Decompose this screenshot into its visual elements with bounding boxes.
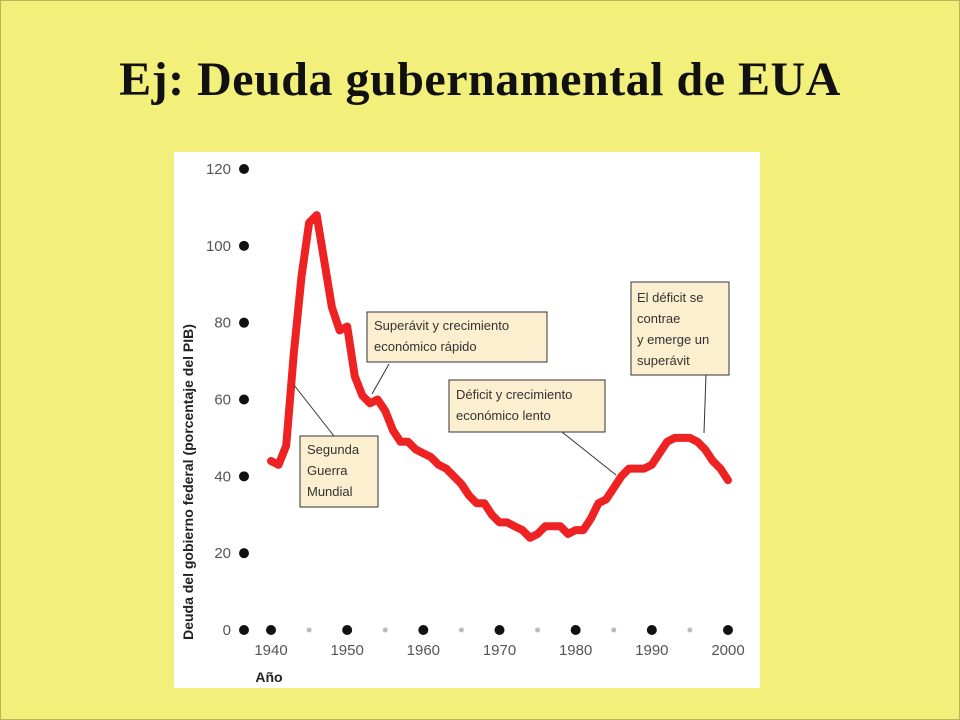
x-minor-dot xyxy=(458,627,464,633)
x-tick-dot xyxy=(723,625,733,635)
y-tick-dot xyxy=(239,317,249,328)
note-line: Superávit y crecimiento xyxy=(374,318,509,333)
note-deficit-contracts: El déficit se contrae y emerge un superávit xyxy=(630,281,730,376)
y-tick-label: 40 xyxy=(214,468,231,485)
note-line: económico rápido xyxy=(374,339,477,354)
x-tick-labels: 1940 1950 1960 1970 1980 1990 2000 xyxy=(254,642,744,659)
x-tick-dot xyxy=(570,625,581,635)
axis-dots xyxy=(239,164,733,635)
x-tick-dot xyxy=(266,625,276,635)
slide-title: Ej: Deuda gubernamental de EUA xyxy=(119,53,841,106)
y-tick-dot xyxy=(239,471,249,482)
y-tick-labels: 0 20 40 60 80 100 120 xyxy=(206,161,231,639)
chart-panel: 0 20 40 60 80 100 120 1940 1950 1960 1970 1980 1990… xyxy=(174,152,760,688)
note-wwii: Segunda Guerra Mundial xyxy=(299,435,379,508)
y-tick-label: 100 xyxy=(206,238,231,255)
y-tick-dot xyxy=(239,240,249,251)
x-tick-label: 1970 xyxy=(483,642,516,659)
leader-surplus-growth xyxy=(371,363,390,395)
x-tick-label: 1960 xyxy=(407,642,440,659)
x-minor-dot xyxy=(535,627,541,633)
x-tick-label: 1990 xyxy=(635,642,668,659)
y-axis-title: Deuda del gobierno federal (porcentaje d… xyxy=(180,324,196,640)
x-minor-dot xyxy=(382,627,388,633)
debt-line-chart: 0 20 40 60 80 100 120 1940 1950 1960 1970 1980 1990… xyxy=(180,161,745,685)
x-tick-dot xyxy=(494,625,505,635)
x-tick-dot xyxy=(342,625,353,635)
y-tick-dot xyxy=(239,625,249,635)
x-minor-dot xyxy=(611,627,617,633)
note-line: El déficit se xyxy=(637,290,703,305)
y-tick-label: 120 xyxy=(206,161,231,178)
y-tick-dot xyxy=(239,394,249,405)
note-deficit-slow: Déficit y crecimiento económico lento xyxy=(448,379,606,433)
x-tick-label: 1950 xyxy=(330,642,363,659)
x-minor-dot xyxy=(306,627,312,633)
note-line: superávit xyxy=(637,353,690,368)
x-tick-dot xyxy=(418,625,429,635)
x-minor-dot xyxy=(687,627,693,633)
note-line: Mundial xyxy=(307,484,353,499)
note-line: Segunda xyxy=(307,442,360,457)
y-tick-label: 60 xyxy=(214,392,231,409)
leader-wwii xyxy=(293,384,342,446)
x-axis-title: Año xyxy=(255,669,282,685)
y-tick-dot xyxy=(239,548,249,559)
x-tick-label: 1940 xyxy=(254,642,287,659)
debt-series-line xyxy=(267,211,732,542)
note-surplus-growth: Superávit y crecimiento económico rápido xyxy=(366,311,548,363)
y-tick-dot xyxy=(239,164,249,174)
leader-deficit-contracts xyxy=(703,373,707,434)
note-line: y emerge un xyxy=(637,332,709,347)
y-tick-label: 0 xyxy=(223,622,231,639)
y-tick-label: 20 xyxy=(214,545,231,562)
x-tick-label: 1980 xyxy=(559,642,592,659)
note-line: económico lento xyxy=(456,408,551,423)
x-tick-label: 2000 xyxy=(711,642,744,659)
note-line: Déficit y crecimiento xyxy=(456,387,572,402)
note-line: contrae xyxy=(637,311,680,326)
x-tick-dot xyxy=(646,625,657,635)
note-line: Guerra xyxy=(307,463,348,478)
leader-deficit-slow xyxy=(561,431,617,476)
y-tick-label: 80 xyxy=(214,315,231,332)
